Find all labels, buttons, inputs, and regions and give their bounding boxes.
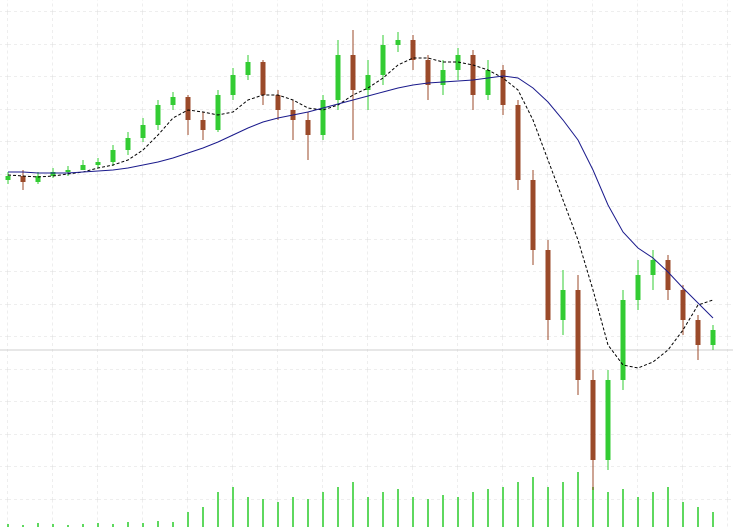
volume-bar <box>487 489 489 527</box>
candle-body <box>365 75 371 90</box>
volume-bar <box>502 487 504 527</box>
volume-bar <box>637 497 639 527</box>
volume-bar <box>7 524 9 527</box>
volume-bar <box>307 499 309 527</box>
candle-body <box>155 105 161 125</box>
candle-body <box>170 97 176 105</box>
candle-body <box>35 176 41 182</box>
candle-body <box>545 250 551 320</box>
volume-bar <box>367 497 369 527</box>
volume-bar <box>712 512 714 527</box>
volume-bar <box>82 524 84 527</box>
candle-body <box>590 380 596 460</box>
candle-body <box>95 162 101 165</box>
candle-body <box>485 70 491 95</box>
volume-bar <box>202 507 204 527</box>
volume-bar <box>397 489 399 527</box>
candle-body <box>440 70 446 85</box>
candle-body <box>695 320 701 345</box>
volume-bar <box>172 522 174 527</box>
volume-bar <box>217 492 219 527</box>
candle-body <box>410 40 416 60</box>
candle-body <box>140 125 146 138</box>
candle-body <box>275 95 281 110</box>
candle-body <box>425 60 431 85</box>
candle-body <box>635 275 641 300</box>
candle-body <box>650 260 656 275</box>
candle-body <box>395 40 401 45</box>
volume-bar <box>622 489 624 527</box>
volume-bar <box>427 499 429 527</box>
volume-bar <box>472 492 474 527</box>
candle-body <box>20 176 26 182</box>
volume-bar <box>457 497 459 527</box>
candle-body <box>50 172 56 176</box>
candle-body <box>230 75 236 95</box>
candle-body <box>560 290 566 320</box>
candle-body <box>320 100 326 135</box>
candle-body <box>710 330 716 345</box>
volume-bar <box>532 477 534 527</box>
volume-bar <box>547 487 549 527</box>
candle-body <box>665 260 671 290</box>
volume-bar <box>322 492 324 527</box>
volume-bar <box>682 502 684 527</box>
candle-body <box>620 300 626 380</box>
moving-average-line <box>7 57 714 369</box>
volume-bar <box>22 525 24 527</box>
volume-bar <box>697 507 699 527</box>
candle-body <box>80 165 86 170</box>
candle-body <box>185 97 191 120</box>
volume-bar <box>352 482 354 527</box>
volume-bar <box>232 487 234 527</box>
candle-body <box>110 150 116 162</box>
volume-bar <box>652 492 654 527</box>
candle-body <box>335 55 341 100</box>
volume-bar <box>517 482 519 527</box>
candle-body <box>470 55 476 95</box>
candle-body <box>200 120 206 130</box>
volume-bar <box>337 487 339 527</box>
volume-bar <box>262 499 264 527</box>
candle-body <box>380 45 386 75</box>
candle-body <box>605 380 611 460</box>
volume-bar <box>97 523 99 527</box>
volume-bar <box>67 525 69 527</box>
volume-bar <box>382 492 384 527</box>
candle-body <box>245 62 251 75</box>
volume-bar <box>292 497 294 527</box>
volume-bar <box>187 512 189 527</box>
candle-body <box>575 290 581 380</box>
candle-body <box>680 290 686 320</box>
volume-bar <box>442 495 444 527</box>
volume-bar <box>412 497 414 527</box>
volume-bar <box>127 522 129 527</box>
volume-bar <box>577 472 579 527</box>
volume-bar <box>112 524 114 527</box>
volume-bar <box>142 523 144 527</box>
candle-body <box>305 120 311 135</box>
volume-bar <box>247 497 249 527</box>
volume-bar <box>52 524 54 527</box>
volume-bar <box>37 523 39 527</box>
volume-bar <box>592 487 594 527</box>
candle-body <box>5 176 11 180</box>
volume-bar <box>277 502 279 527</box>
volume-bar <box>607 492 609 527</box>
candle-body <box>530 180 536 250</box>
candle-body <box>65 170 71 172</box>
candle-body <box>260 62 266 95</box>
candle-body <box>515 105 521 180</box>
volume-bar <box>562 482 564 527</box>
moving-average-line <box>8 75 714 319</box>
candle-body <box>350 55 356 90</box>
candle-body <box>125 138 131 150</box>
candle-body <box>215 95 221 130</box>
volume-bar <box>667 487 669 527</box>
volume-bar <box>157 521 159 527</box>
candle-body <box>500 70 506 105</box>
